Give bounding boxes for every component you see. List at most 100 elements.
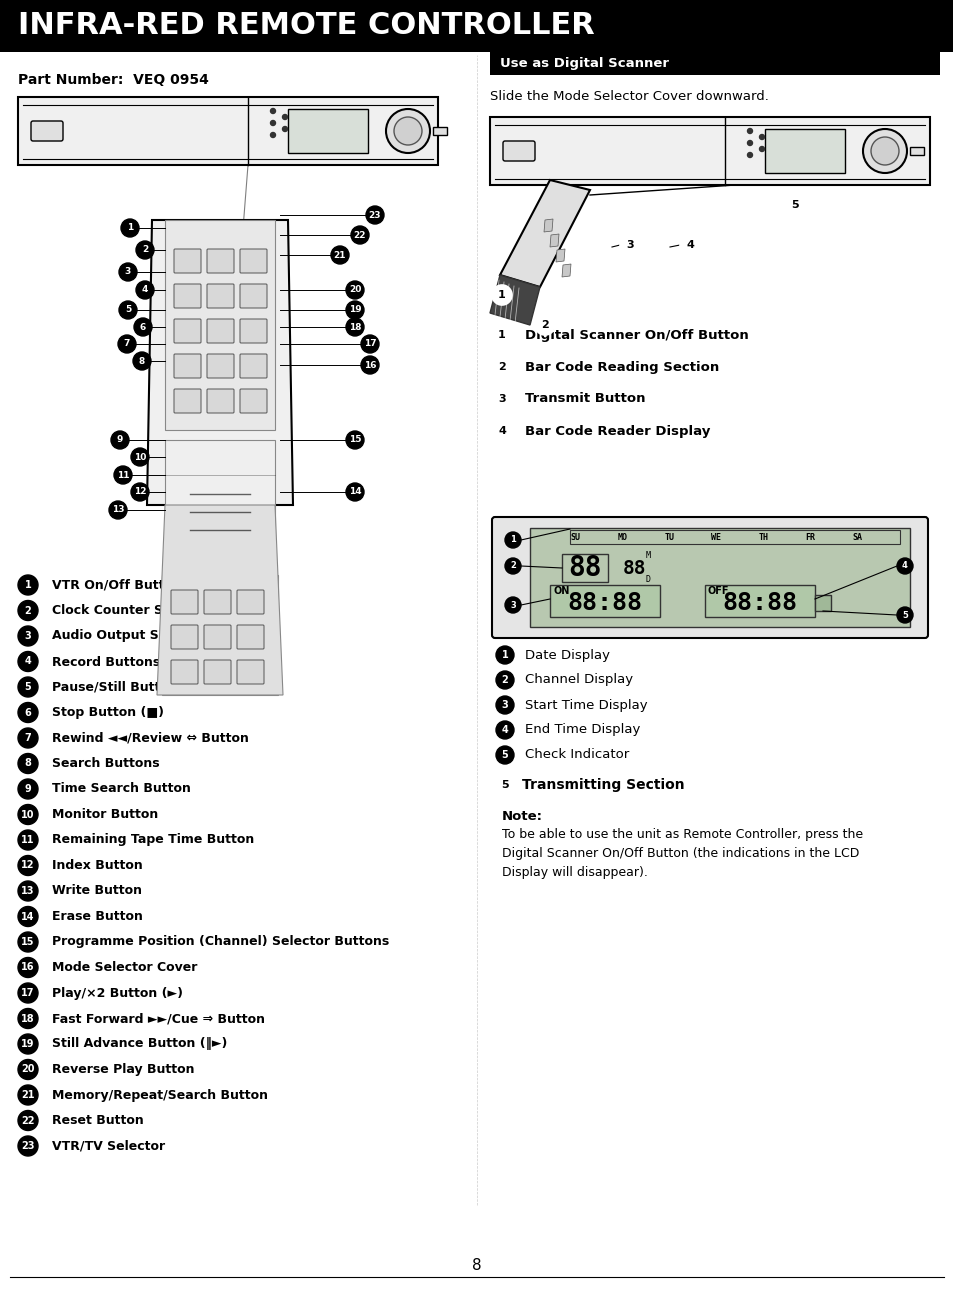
- Circle shape: [136, 281, 153, 299]
- Text: Channel Display: Channel Display: [524, 673, 633, 686]
- Text: 1: 1: [501, 650, 508, 660]
- FancyBboxPatch shape: [204, 660, 231, 684]
- Text: Slide the Mode Selector Cover downward.: Slide the Mode Selector Cover downward.: [490, 91, 768, 104]
- Circle shape: [747, 140, 752, 145]
- FancyBboxPatch shape: [240, 354, 267, 378]
- Text: Note:: Note:: [501, 809, 542, 824]
- Circle shape: [896, 558, 912, 574]
- Circle shape: [271, 132, 275, 137]
- Text: 16: 16: [363, 360, 375, 369]
- Text: 4: 4: [25, 657, 31, 667]
- Text: 3: 3: [625, 240, 633, 250]
- Polygon shape: [157, 505, 283, 695]
- Text: 88: 88: [568, 554, 601, 581]
- Circle shape: [496, 695, 514, 714]
- Text: ON: ON: [554, 587, 570, 596]
- Text: 3: 3: [25, 631, 31, 641]
- Text: 88:88: 88:88: [721, 591, 797, 615]
- Circle shape: [747, 128, 752, 133]
- Circle shape: [366, 206, 384, 224]
- FancyBboxPatch shape: [236, 591, 264, 614]
- FancyBboxPatch shape: [173, 388, 201, 413]
- Circle shape: [535, 315, 555, 335]
- Circle shape: [870, 137, 898, 164]
- Circle shape: [331, 246, 349, 264]
- Text: Mode Selector Cover: Mode Selector Cover: [52, 961, 197, 974]
- Text: Audio Output Selector: Audio Output Selector: [52, 629, 208, 642]
- Text: 7: 7: [25, 733, 31, 743]
- FancyBboxPatch shape: [909, 148, 923, 155]
- Circle shape: [18, 728, 38, 749]
- Polygon shape: [550, 234, 558, 247]
- Text: 1: 1: [497, 330, 505, 341]
- Polygon shape: [556, 249, 564, 262]
- Circle shape: [18, 830, 38, 850]
- Circle shape: [492, 285, 512, 306]
- Text: Monitor Button: Monitor Button: [52, 808, 158, 821]
- Text: 17: 17: [21, 988, 34, 998]
- Text: 5: 5: [125, 306, 131, 315]
- Text: Pause/Still Button (‖ ): Pause/Still Button (‖ ): [52, 680, 204, 694]
- Text: Programme Position (Channel) Selector Buttons: Programme Position (Channel) Selector Bu…: [52, 935, 389, 948]
- FancyBboxPatch shape: [171, 591, 198, 614]
- Text: Part Number:  VEQ 0954: Part Number: VEQ 0954: [18, 73, 209, 87]
- FancyBboxPatch shape: [240, 319, 267, 343]
- Circle shape: [496, 721, 514, 739]
- Circle shape: [759, 135, 763, 140]
- Text: 14: 14: [349, 487, 361, 496]
- Circle shape: [394, 117, 421, 145]
- Polygon shape: [543, 219, 553, 232]
- Circle shape: [784, 196, 804, 215]
- Text: 1: 1: [510, 536, 516, 544]
- Circle shape: [18, 601, 38, 620]
- Circle shape: [18, 906, 38, 926]
- Text: 7: 7: [124, 339, 130, 348]
- Text: 88: 88: [622, 558, 646, 578]
- Text: 5: 5: [501, 750, 508, 760]
- Polygon shape: [561, 264, 571, 277]
- Circle shape: [113, 466, 132, 484]
- FancyBboxPatch shape: [0, 0, 953, 52]
- Text: 5: 5: [902, 610, 907, 619]
- Circle shape: [346, 431, 364, 449]
- Text: 22: 22: [354, 231, 366, 240]
- Circle shape: [492, 357, 512, 377]
- Text: Search Buttons: Search Buttons: [52, 758, 159, 771]
- Text: 2: 2: [497, 363, 505, 372]
- Circle shape: [121, 219, 139, 237]
- FancyBboxPatch shape: [173, 319, 201, 343]
- Text: 13: 13: [21, 886, 34, 896]
- Text: SA: SA: [852, 532, 862, 541]
- Text: D: D: [645, 575, 650, 584]
- Circle shape: [619, 234, 639, 255]
- Text: Erase Button: Erase Button: [52, 910, 143, 923]
- FancyBboxPatch shape: [207, 249, 233, 273]
- Circle shape: [496, 746, 514, 764]
- Circle shape: [504, 558, 520, 574]
- Text: 5: 5: [25, 682, 31, 692]
- Circle shape: [18, 983, 38, 1004]
- Text: VTR On/Off Button: VTR On/Off Button: [52, 579, 182, 592]
- FancyBboxPatch shape: [240, 284, 267, 308]
- Circle shape: [18, 651, 38, 672]
- Text: Memory/Repeat/Search Button: Memory/Repeat/Search Button: [52, 1089, 268, 1102]
- FancyBboxPatch shape: [207, 388, 233, 413]
- Text: 13: 13: [112, 505, 124, 514]
- Circle shape: [18, 575, 38, 594]
- Text: 2: 2: [142, 246, 148, 255]
- Text: Bar Code Reading Section: Bar Code Reading Section: [524, 360, 719, 373]
- Text: Record Buttons (●): Record Buttons (●): [52, 655, 187, 668]
- Text: Play/×2 Button (►): Play/×2 Button (►): [52, 987, 183, 1000]
- Text: Bar Code Reader Display: Bar Code Reader Display: [524, 425, 710, 438]
- Polygon shape: [490, 275, 539, 325]
- Circle shape: [504, 532, 520, 548]
- Circle shape: [504, 597, 520, 613]
- Circle shape: [18, 1059, 38, 1080]
- FancyBboxPatch shape: [173, 249, 201, 273]
- Circle shape: [747, 153, 752, 158]
- Text: 23: 23: [21, 1141, 34, 1151]
- Circle shape: [131, 448, 149, 466]
- Text: 5: 5: [790, 199, 798, 210]
- Text: 20: 20: [21, 1064, 34, 1075]
- Text: Date Display: Date Display: [524, 649, 609, 662]
